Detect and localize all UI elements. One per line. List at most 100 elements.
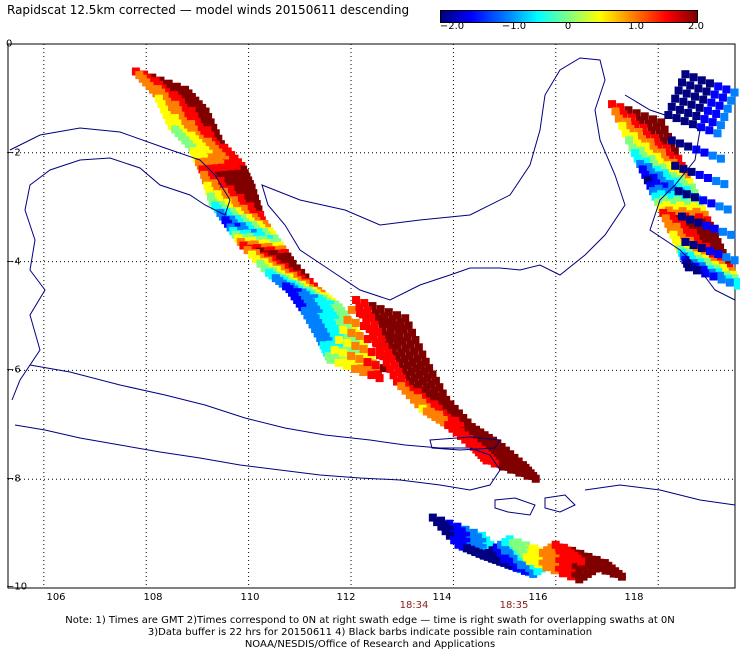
wind-cell bbox=[657, 118, 666, 127]
wind-cell bbox=[201, 107, 210, 116]
wind-cell bbox=[501, 538, 510, 547]
wind-cell bbox=[655, 129, 664, 138]
wind-cell bbox=[649, 145, 658, 154]
wind-cell bbox=[252, 255, 261, 264]
wind-cell bbox=[157, 100, 166, 109]
wind-cell bbox=[351, 364, 360, 373]
wind-cell bbox=[239, 204, 248, 213]
wind-cell bbox=[414, 400, 423, 409]
wind-cell bbox=[427, 410, 436, 419]
wind-cell bbox=[730, 256, 739, 265]
wind-cell bbox=[641, 170, 650, 179]
wind-cell bbox=[355, 354, 364, 363]
wind-cell bbox=[203, 181, 212, 190]
sumatra-coast bbox=[9, 127, 231, 401]
wind-cell bbox=[576, 557, 585, 566]
wind-cell bbox=[708, 151, 717, 160]
wind-cell bbox=[705, 126, 714, 135]
wind-cell bbox=[685, 178, 694, 187]
wind-cell bbox=[214, 171, 223, 180]
wind-cell bbox=[247, 183, 256, 192]
wind-cell bbox=[563, 566, 572, 575]
wind-cell bbox=[670, 147, 679, 156]
wind-cell bbox=[314, 318, 323, 327]
wind-cell bbox=[682, 172, 691, 181]
wind-cell bbox=[705, 79, 714, 88]
wind-cell bbox=[231, 177, 240, 186]
wind-cell bbox=[693, 266, 702, 275]
wind-cell bbox=[695, 170, 704, 179]
wind-cell bbox=[651, 134, 660, 143]
wind-cell bbox=[674, 86, 683, 95]
wind-cell bbox=[680, 117, 689, 126]
wind-cell bbox=[488, 546, 497, 555]
wind-cell bbox=[334, 335, 343, 344]
wind-cell bbox=[373, 328, 382, 337]
wind-cell bbox=[311, 314, 320, 323]
wind-cell bbox=[414, 380, 423, 389]
wind-cell bbox=[363, 358, 372, 367]
wind-cells bbox=[131, 67, 740, 584]
wind-cell bbox=[244, 196, 253, 205]
wind-cell bbox=[379, 352, 388, 361]
wind-cell bbox=[720, 112, 729, 121]
wind-cell bbox=[547, 551, 556, 560]
wind-cell bbox=[252, 200, 261, 209]
wind-cell bbox=[667, 198, 676, 207]
wind-cell bbox=[408, 328, 417, 337]
wind-cell bbox=[378, 323, 387, 332]
wind-cell bbox=[674, 154, 683, 163]
wind-cell bbox=[260, 264, 269, 273]
wind-cell bbox=[313, 329, 322, 338]
wind-cell bbox=[554, 563, 563, 572]
wind-cell bbox=[710, 90, 719, 99]
wind-cell bbox=[395, 329, 404, 338]
wind-cell bbox=[201, 120, 210, 129]
wind-cell bbox=[697, 244, 706, 253]
wind-cell bbox=[702, 229, 711, 238]
wind-cell bbox=[458, 542, 467, 551]
wind-cell bbox=[471, 548, 480, 557]
wind-cell bbox=[699, 237, 708, 246]
wind-cell bbox=[236, 193, 245, 202]
wind-cell bbox=[616, 103, 625, 112]
wind-cell bbox=[625, 136, 634, 145]
wind-cell bbox=[316, 323, 325, 332]
wind-cell bbox=[642, 131, 651, 140]
wind-cell bbox=[664, 219, 673, 228]
wind-cell bbox=[717, 275, 726, 284]
wind-cell bbox=[496, 557, 505, 566]
wind-cell bbox=[673, 196, 682, 205]
wind-cell bbox=[326, 355, 335, 364]
wind-cell bbox=[681, 237, 690, 246]
wind-cell bbox=[423, 373, 432, 382]
wind-cell bbox=[669, 217, 678, 226]
wind-cell bbox=[389, 371, 398, 380]
wind-cell bbox=[646, 168, 655, 177]
colorbar-tick: 2.0 bbox=[688, 21, 704, 32]
wind-cell bbox=[193, 104, 202, 113]
wind-cell bbox=[382, 331, 391, 340]
wind-cell bbox=[359, 368, 368, 377]
lon-label: 118 bbox=[624, 592, 644, 603]
map-title: Rapidscat 12.5km corrected — model winds… bbox=[7, 3, 410, 17]
wind-cell bbox=[360, 299, 369, 308]
wind-cell bbox=[192, 117, 201, 126]
wind-cell bbox=[435, 383, 444, 392]
wind-cell bbox=[689, 241, 698, 250]
wind-cell bbox=[663, 174, 672, 183]
wind-cell bbox=[538, 548, 547, 557]
wind-cell bbox=[695, 213, 704, 222]
wind-cell bbox=[247, 250, 256, 259]
wind-cell bbox=[601, 566, 610, 575]
wind-cell bbox=[677, 233, 686, 242]
wind-cell bbox=[571, 569, 580, 578]
wind-cell bbox=[343, 315, 352, 324]
wind-cell bbox=[333, 329, 342, 338]
wind-cell bbox=[702, 242, 711, 251]
wind-cell bbox=[568, 554, 577, 563]
wind-cell bbox=[695, 103, 704, 112]
wind-cell bbox=[428, 513, 437, 522]
wind-cell bbox=[647, 126, 656, 135]
